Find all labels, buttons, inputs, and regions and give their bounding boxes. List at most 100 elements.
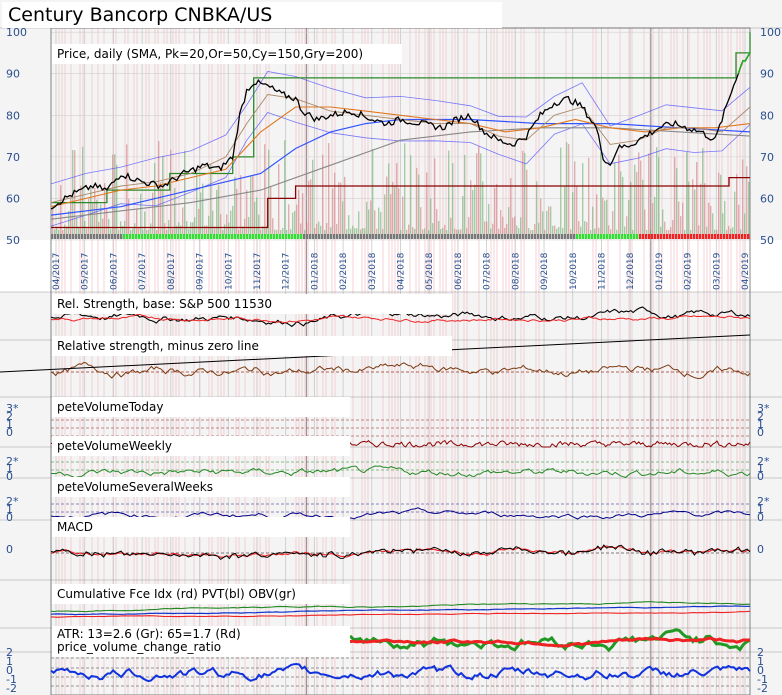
status-strip-cell [318,234,321,239]
status-strip-cell [279,234,282,239]
volume-bar [514,216,516,234]
status-strip-cell [69,234,72,239]
status-strip-cell [381,234,384,239]
status-strip-cell [726,234,729,239]
volume-bar [456,229,458,234]
status-strip-cell [87,234,90,239]
volume-bar [366,201,368,234]
volume-bar [418,174,420,234]
status-strip-cell [597,234,600,239]
status-strip-cell [423,234,426,239]
volume-bar [88,198,90,234]
panel-label-box [52,641,350,657]
volume-bar [568,144,570,234]
status-strip-cell [630,234,633,239]
volume-bar [76,217,78,234]
volume-bar [564,185,566,234]
status-strip-cell [603,234,606,239]
status-strip-cell [180,234,183,239]
status-strip-cell [738,234,741,239]
date-tick-label: 10/2018 [569,252,579,290]
volume-bar [284,140,286,234]
status-strip-cell [654,234,657,239]
volume-bar [554,225,556,234]
volume-bar [710,205,712,234]
volume-bar [474,184,476,234]
volume-bar [518,228,520,234]
volume-bar [408,224,410,234]
panel-label-box [52,336,452,356]
status-strip-cell [192,234,195,239]
macd-line [50,544,751,561]
status-strip-cell [90,234,93,239]
volume-bar [112,154,114,234]
volume-bar [222,229,224,234]
panel-axis-left-label: 1 [6,655,13,668]
volume-bar [488,203,490,234]
status-strip-cell [636,234,639,239]
sma20-line [50,94,751,204]
volume-bar [82,146,84,234]
volume-bar [542,211,544,234]
status-strip-cell [477,234,480,239]
volume-bar [480,153,482,234]
volume-bar [290,229,292,234]
date-tick-label: 01/2019 [655,252,665,290]
status-strip-cell [252,234,255,239]
panel-axis-left-label: 2 [6,410,13,423]
status-strip-cell [336,234,339,239]
status-strip-cell [243,234,246,239]
volume-bar [228,222,230,234]
volume-bar [696,162,698,234]
volume-bar [328,143,330,234]
volume-bar [422,229,424,234]
volume-bar [642,179,644,234]
volume-bar [298,189,300,234]
volume-bar [64,224,66,234]
price-axis-left-label: 60 [6,192,20,205]
price-axis-left-label: 80 [6,109,20,122]
panel-label: peteVolumeToday [57,400,163,414]
volume-bar [386,176,388,234]
status-strip-cell [612,234,615,239]
volume-bar [134,223,136,234]
volume-bar [630,181,632,234]
volume-bar [342,201,344,234]
status-strip-cell [276,234,279,239]
price-axis-right-label: 90 [760,68,774,81]
volume-bar [560,147,562,234]
status-strip-cell [606,234,609,239]
volume-bar [672,220,674,234]
panel-label: Cumulative Fce Idx (rd) PVT(bl) OBV(gr) [57,587,296,601]
status-strip-cell [705,234,708,239]
date-tick-label: 03/2019 [712,252,722,290]
panel-label: peteVolumeWeekly [57,439,172,453]
volume-bar [356,228,358,234]
volume-bar [660,226,662,234]
volume-bar [286,229,288,234]
status-strip-cell [258,234,261,239]
status-strip-cell [375,234,378,239]
volume-bar [712,213,714,234]
status-strip-cell [576,234,579,239]
volume-bar [330,227,332,234]
status-strip-cell [465,234,468,239]
panel-axis-left-label: 1 [6,503,13,516]
volume-bar [372,148,374,234]
upper-band-line [50,71,751,185]
volume-bar [266,225,268,234]
volume-bar [390,194,392,234]
status-strip-cell [249,234,252,239]
volume-bar [224,224,226,234]
date-tick-label: 08/2018 [511,252,521,290]
status-strip-cell [201,234,204,239]
status-strip-cell [342,234,345,239]
status-strip-cell [285,234,288,239]
status-strip-cell [732,234,735,239]
volume-bar [604,200,606,234]
status-strip-cell [210,234,213,239]
panel-axis-left-label: -2 [6,682,17,695]
volume-bar [582,163,584,234]
volume-bar [108,219,110,234]
status-strip-cell [288,234,291,239]
